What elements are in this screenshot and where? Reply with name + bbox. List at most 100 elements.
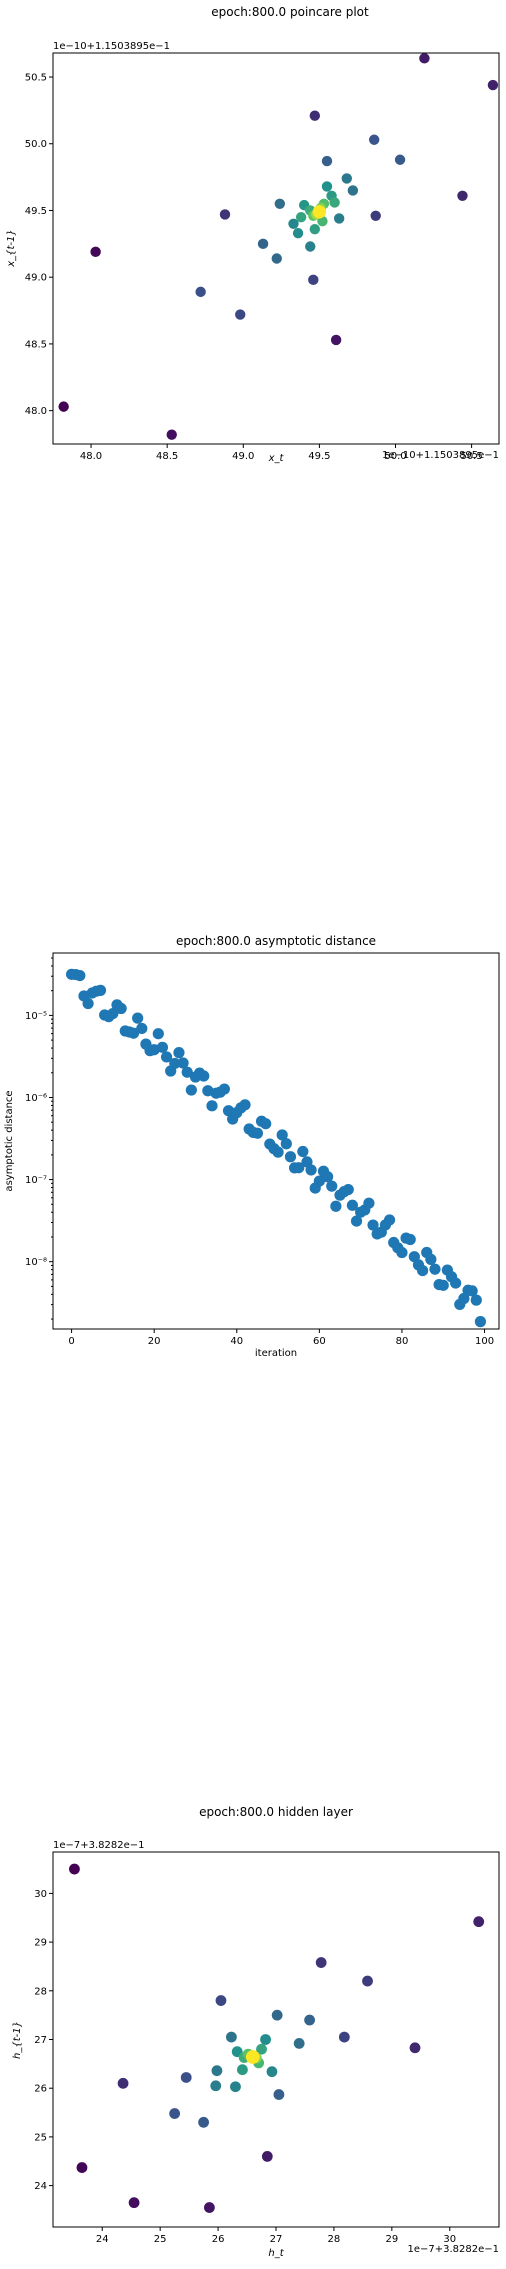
data-point: [487, 79, 499, 91]
hidden-layer-title: epoch:800.0 hidden layer: [199, 1805, 353, 1819]
data-point: [419, 53, 430, 64]
hidden-layer-y-offset: 1e−7+3.8282e−1: [53, 1840, 145, 1851]
data-point: [237, 2064, 248, 2076]
data-point: [309, 223, 321, 235]
y-tick-label: 48.5: [25, 339, 47, 350]
data-point: [156, 1041, 169, 1053]
hidden-layer-x-offset: 1e−7+3.8282e−1: [407, 2244, 499, 2255]
data-point: [169, 1057, 181, 1070]
y-tick-label: 26: [34, 2084, 47, 2095]
data-point: [173, 1047, 185, 1059]
x-tick-label: 49.5: [308, 451, 330, 462]
y-tick-label: 10⁻⁵: [25, 1011, 47, 1022]
y-tick-label: 10⁻⁷: [25, 1175, 47, 1186]
data-point: [260, 2034, 271, 2045]
data-point: [288, 218, 299, 230]
poincare-y-offset: 1e−10+1.1503895e−1: [53, 41, 170, 52]
data-point: [74, 970, 86, 982]
x-tick-label: 25: [154, 2234, 167, 2245]
data-point: [180, 2072, 192, 2083]
data-point: [417, 1264, 429, 1277]
data-point: [330, 334, 342, 346]
data-point: [333, 213, 345, 224]
data-point: [346, 1199, 358, 1211]
data-point: [177, 1057, 189, 1069]
data-point: [257, 238, 269, 250]
data-point: [293, 1162, 305, 1174]
poincare-x-offset: 1e−10+1.1503895e−1: [382, 450, 499, 461]
x-tick-label: 28: [328, 2234, 341, 2245]
data-point: [198, 1070, 210, 1082]
data-point: [235, 309, 246, 320]
x-tick-label: 48.5: [156, 451, 178, 462]
data-point: [293, 2037, 305, 2049]
x-tick-label: 48.0: [80, 451, 102, 462]
y-tick-label: 28: [34, 1986, 47, 1997]
data-point: [132, 1012, 144, 1024]
data-point: [315, 1957, 327, 1968]
data-point: [181, 1066, 193, 1078]
data-point: [368, 134, 380, 145]
data-point: [383, 1214, 396, 1226]
asymptotic-ylabel: asymptotic distance: [4, 1090, 15, 1191]
data-point: [276, 1129, 288, 1141]
poincare-plot-area: [52, 52, 500, 445]
y-tick-label: 30: [34, 1889, 47, 1900]
x-tick-label: 29: [385, 2234, 398, 2245]
data-point: [218, 1083, 230, 1095]
data-point: [261, 2150, 273, 2162]
data-point: [219, 209, 231, 220]
data-point: [203, 2202, 215, 2213]
data-point: [363, 1197, 375, 1209]
poincare-title: epoch:800.0 poincare plot: [211, 5, 369, 19]
data-point: [450, 1277, 462, 1289]
data-point: [404, 1233, 416, 1246]
data-point: [239, 1099, 251, 1111]
data-point: [321, 181, 333, 192]
hidden-layer-ylabel: h_{t-1}: [12, 2021, 23, 2059]
data-point: [317, 215, 328, 227]
data-point: [341, 173, 352, 184]
data-point: [322, 1171, 334, 1183]
y-tick-label: 50.0: [25, 139, 47, 150]
data-point: [309, 110, 321, 121]
data-point: [210, 2080, 222, 2092]
data-point: [313, 1175, 325, 1187]
data-point: [292, 227, 304, 239]
data-point: [198, 2116, 209, 2128]
data-point: [245, 2050, 260, 2064]
data-point: [338, 2031, 350, 2043]
poincare-ylabel: x_{t-1}: [6, 229, 17, 268]
x-tick-label: 100: [475, 1336, 494, 1347]
data-point: [271, 253, 282, 264]
data-point: [295, 211, 307, 223]
data-point: [230, 2081, 241, 2093]
data-point: [284, 1151, 297, 1163]
data-point: [94, 984, 107, 996]
data-point: [321, 155, 333, 167]
y-tick-label: 49.0: [25, 273, 47, 284]
hidden-layer-xlabel: h_t: [268, 2248, 284, 2259]
asymptotic-title: epoch:800.0 asymptotic distance: [176, 934, 376, 948]
data-point: [152, 1028, 164, 1040]
x-tick-label: 0: [68, 1336, 74, 1347]
x-tick-label: 49.0: [232, 451, 254, 462]
data-point: [206, 1100, 218, 1112]
x-tick-label: 50.0: [384, 451, 406, 462]
data-point: [394, 154, 406, 165]
data-point: [329, 197, 340, 208]
y-tick-label: 29: [34, 1938, 47, 1949]
data-point: [466, 1285, 478, 1297]
data-point: [107, 1007, 119, 1020]
hidden-layer-chart: epoch:800.0 hidden layer 1e−7+3.8282e−1 …: [12, 1805, 500, 2259]
data-point: [304, 2014, 315, 2026]
y-tick-label: 50.5: [25, 73, 47, 84]
data-point: [82, 997, 94, 1010]
data-point: [195, 286, 206, 298]
data-point: [260, 1118, 272, 1130]
x-tick-label: 50.5: [460, 451, 482, 462]
y-tick-label: 10⁻⁶: [25, 1093, 47, 1104]
data-point: [127, 1027, 140, 1039]
data-point: [58, 401, 69, 412]
asymptotic-chart: epoch:800.0 asymptotic distance 0 20 40 60 8…: [4, 934, 500, 1359]
